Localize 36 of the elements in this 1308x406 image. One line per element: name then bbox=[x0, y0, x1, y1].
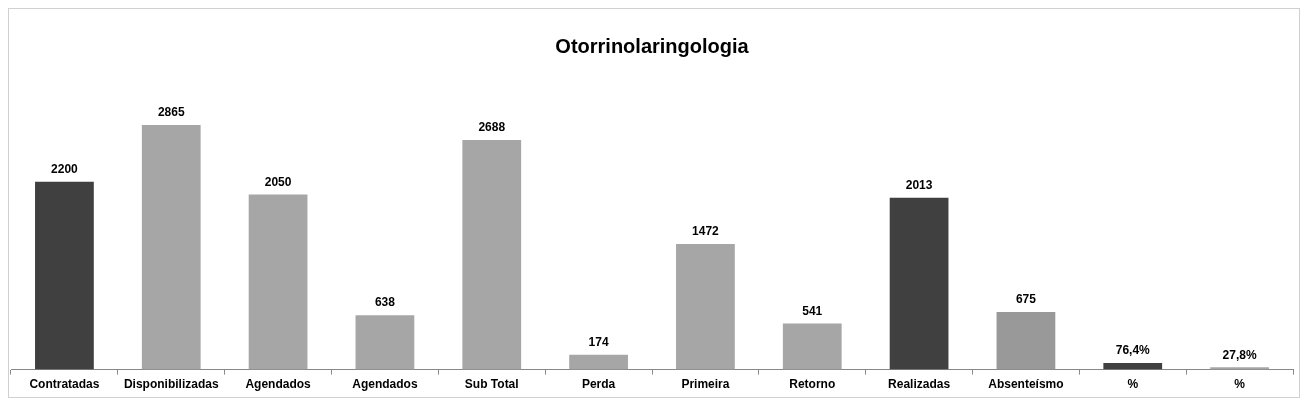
x-tick-label: Disponibilizadas bbox=[123, 377, 219, 392]
x-tick-label: % bbox=[1234, 377, 1246, 392]
data-label: 2013 bbox=[905, 178, 933, 193]
data-label: 541 bbox=[802, 303, 823, 318]
x-tick-label: Perda bbox=[581, 377, 616, 392]
x-tick-label: Sub Total bbox=[464, 377, 519, 392]
data-label: 27,8% bbox=[1222, 347, 1257, 362]
bar bbox=[889, 197, 949, 370]
x-tick-label: Realizadas bbox=[888, 377, 951, 392]
bar bbox=[462, 140, 522, 370]
bar bbox=[141, 125, 201, 370]
data-label: 2688 bbox=[478, 120, 506, 135]
x-tick-label: Agendados bbox=[245, 377, 312, 392]
bar bbox=[676, 243, 735, 370]
bar bbox=[35, 181, 94, 370]
x-tick-label: % bbox=[1127, 377, 1139, 392]
x-tick-label: Agendados bbox=[352, 377, 418, 392]
x-tick-label: Absenteísmo bbox=[988, 377, 1064, 392]
data-label: 2050 bbox=[264, 174, 292, 189]
data-label: 174 bbox=[588, 335, 609, 350]
bar bbox=[248, 194, 308, 370]
chart-title: Otorrinolaringologia bbox=[555, 34, 750, 57]
x-tick-label: Primeira bbox=[681, 377, 730, 392]
x-tick-label: Retorno bbox=[789, 377, 836, 392]
data-label: 76,4% bbox=[1115, 343, 1151, 358]
data-label: 675 bbox=[1015, 292, 1037, 307]
bar bbox=[996, 311, 1056, 370]
bar bbox=[1103, 363, 1163, 370]
data-label: 1472 bbox=[692, 224, 720, 239]
data-label: 2865 bbox=[157, 105, 185, 120]
data-label: 2200 bbox=[51, 162, 79, 177]
x-tick-label: Contratadas bbox=[29, 377, 100, 392]
bar bbox=[782, 323, 842, 370]
bar bbox=[355, 315, 415, 370]
data-label: 638 bbox=[374, 295, 396, 310]
bar bbox=[569, 354, 628, 370]
